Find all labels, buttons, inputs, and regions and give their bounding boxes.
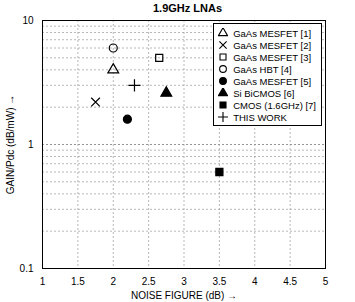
- svg-text:4: 4: [252, 276, 258, 287]
- html-text:CMOS (1.6GHz) [7]: CMOS (1.6GHz) [7]: [233, 99, 316, 111]
- svg-text:3.5: 3.5: [212, 276, 226, 287]
- svg-text:2.5: 2.5: [142, 276, 156, 287]
- html-text:GaAs HBT [4]: GaAs HBT [4]: [233, 63, 292, 75]
- svg-text:1: 1: [28, 139, 34, 150]
- html-text:GaAs MESFET [3]: GaAs MESFET [3]: [233, 51, 312, 63]
- svg-text:5: 5: [323, 276, 329, 287]
- html-text:GaAs MESFET [1]: GaAs MESFET [1]: [233, 27, 312, 39]
- svg-text:NOISE FIGURE (dB) →: NOISE FIGURE (dB) →: [131, 290, 237, 301]
- svg-text:GAIN/Pdc (dB/mW) →: GAIN/Pdc (dB/mW) →: [5, 95, 16, 194]
- html-text:THIS WORK: THIS WORK: [233, 111, 287, 123]
- html-text:Si BiCMOS [6]: Si BiCMOS [6]: [233, 87, 295, 99]
- svg-text:1.5: 1.5: [71, 276, 85, 287]
- svg-text:4.5: 4.5: [283, 276, 297, 287]
- html-text:GaAs MESFET [5]: GaAs MESFET [5]: [233, 75, 312, 87]
- svg-text:1: 1: [40, 276, 46, 287]
- svg-text:0.1: 0.1: [20, 263, 34, 274]
- svg-text:3: 3: [181, 276, 187, 287]
- svg-text:2: 2: [110, 276, 116, 287]
- svg-text:10: 10: [22, 16, 34, 26]
- html-text:GaAs MESFET [2]: GaAs MESFET [2]: [233, 39, 312, 51]
- html-text:1.9GHz LNAs: 1.9GHz LNAs: [153, 2, 222, 14]
